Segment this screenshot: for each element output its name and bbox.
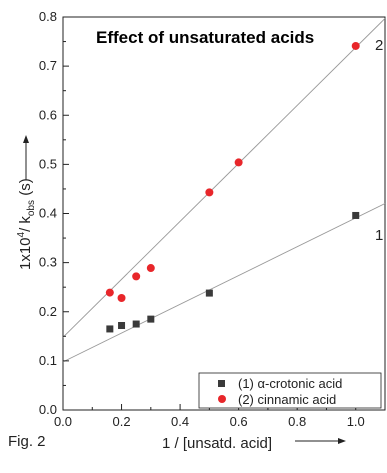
line-label-1: 1 xyxy=(375,227,383,244)
y-tick-label: 0.8 xyxy=(39,9,57,24)
x-tick-label: 1.0 xyxy=(347,414,365,429)
y-tick-label: 0.6 xyxy=(39,107,57,122)
y-axis-label: 1x104/ kobs (s) xyxy=(16,178,37,270)
data-point-crotonic xyxy=(147,315,155,323)
x-tick-label: 0.4 xyxy=(171,414,189,429)
y-tick-label: 0.3 xyxy=(39,255,57,270)
x-tick-label: 0.2 xyxy=(113,414,131,429)
y-tick-label: 0.1 xyxy=(39,353,57,368)
fit-line-series-2 xyxy=(62,18,386,338)
legend-entry-crotonic: (1) α-crotonic acid xyxy=(238,376,342,391)
axis-ticks: 0.0 0.2 0.4 0.6 0.8 1.0 0.0 0.1 0.2 0.3 0.4 0.5 0.6 0… xyxy=(39,9,365,429)
data-point-cinnamic xyxy=(132,272,141,281)
legend-marker-square xyxy=(218,380,225,387)
data-point-crotonic xyxy=(132,320,140,328)
legend-marker-circle xyxy=(218,395,226,403)
y-tick-label: 0.5 xyxy=(39,156,57,171)
x-axis-arrow xyxy=(295,438,346,444)
series-line-labels: 12 xyxy=(375,37,383,244)
y-tick-label: 0.7 xyxy=(39,58,57,73)
chart-title: Effect of unsaturated acids xyxy=(96,28,314,47)
data-point-crotonic xyxy=(118,322,126,330)
line-label-2: 2 xyxy=(375,37,383,54)
fit-lines xyxy=(62,18,386,363)
data-point-crotonic xyxy=(106,325,114,333)
data-markers xyxy=(105,41,360,333)
data-point-cinnamic xyxy=(205,188,214,197)
data-point-cinnamic xyxy=(117,293,126,302)
x-tick-label: 0.8 xyxy=(288,414,306,429)
legend: (1) α-crotonic acid (2) cinnamic acid xyxy=(198,372,382,409)
y-tick-label: 0.4 xyxy=(39,206,57,221)
figure-label: Fig. 2 xyxy=(8,433,46,450)
data-point-cinnamic xyxy=(234,158,243,167)
legend-entry-cinnamic: (2) cinnamic acid xyxy=(238,392,336,407)
x-tick-label: 0.0 xyxy=(54,414,72,429)
data-point-cinnamic xyxy=(105,288,114,297)
y-tick-label: 0.0 xyxy=(39,402,57,417)
data-point-cinnamic xyxy=(146,264,155,273)
x-axis-label: 1 / [unsatd. acid] xyxy=(162,435,272,452)
legend-box xyxy=(198,372,382,409)
data-point-cinnamic xyxy=(351,41,360,50)
y-tick-label: 0.2 xyxy=(39,304,57,319)
y-axis-arrow xyxy=(23,135,29,180)
data-point-crotonic xyxy=(352,211,360,219)
x-tick-label: 0.6 xyxy=(230,414,248,429)
data-point-crotonic xyxy=(205,289,213,297)
plot-area xyxy=(62,16,386,411)
fit-line-series-1 xyxy=(62,203,386,363)
